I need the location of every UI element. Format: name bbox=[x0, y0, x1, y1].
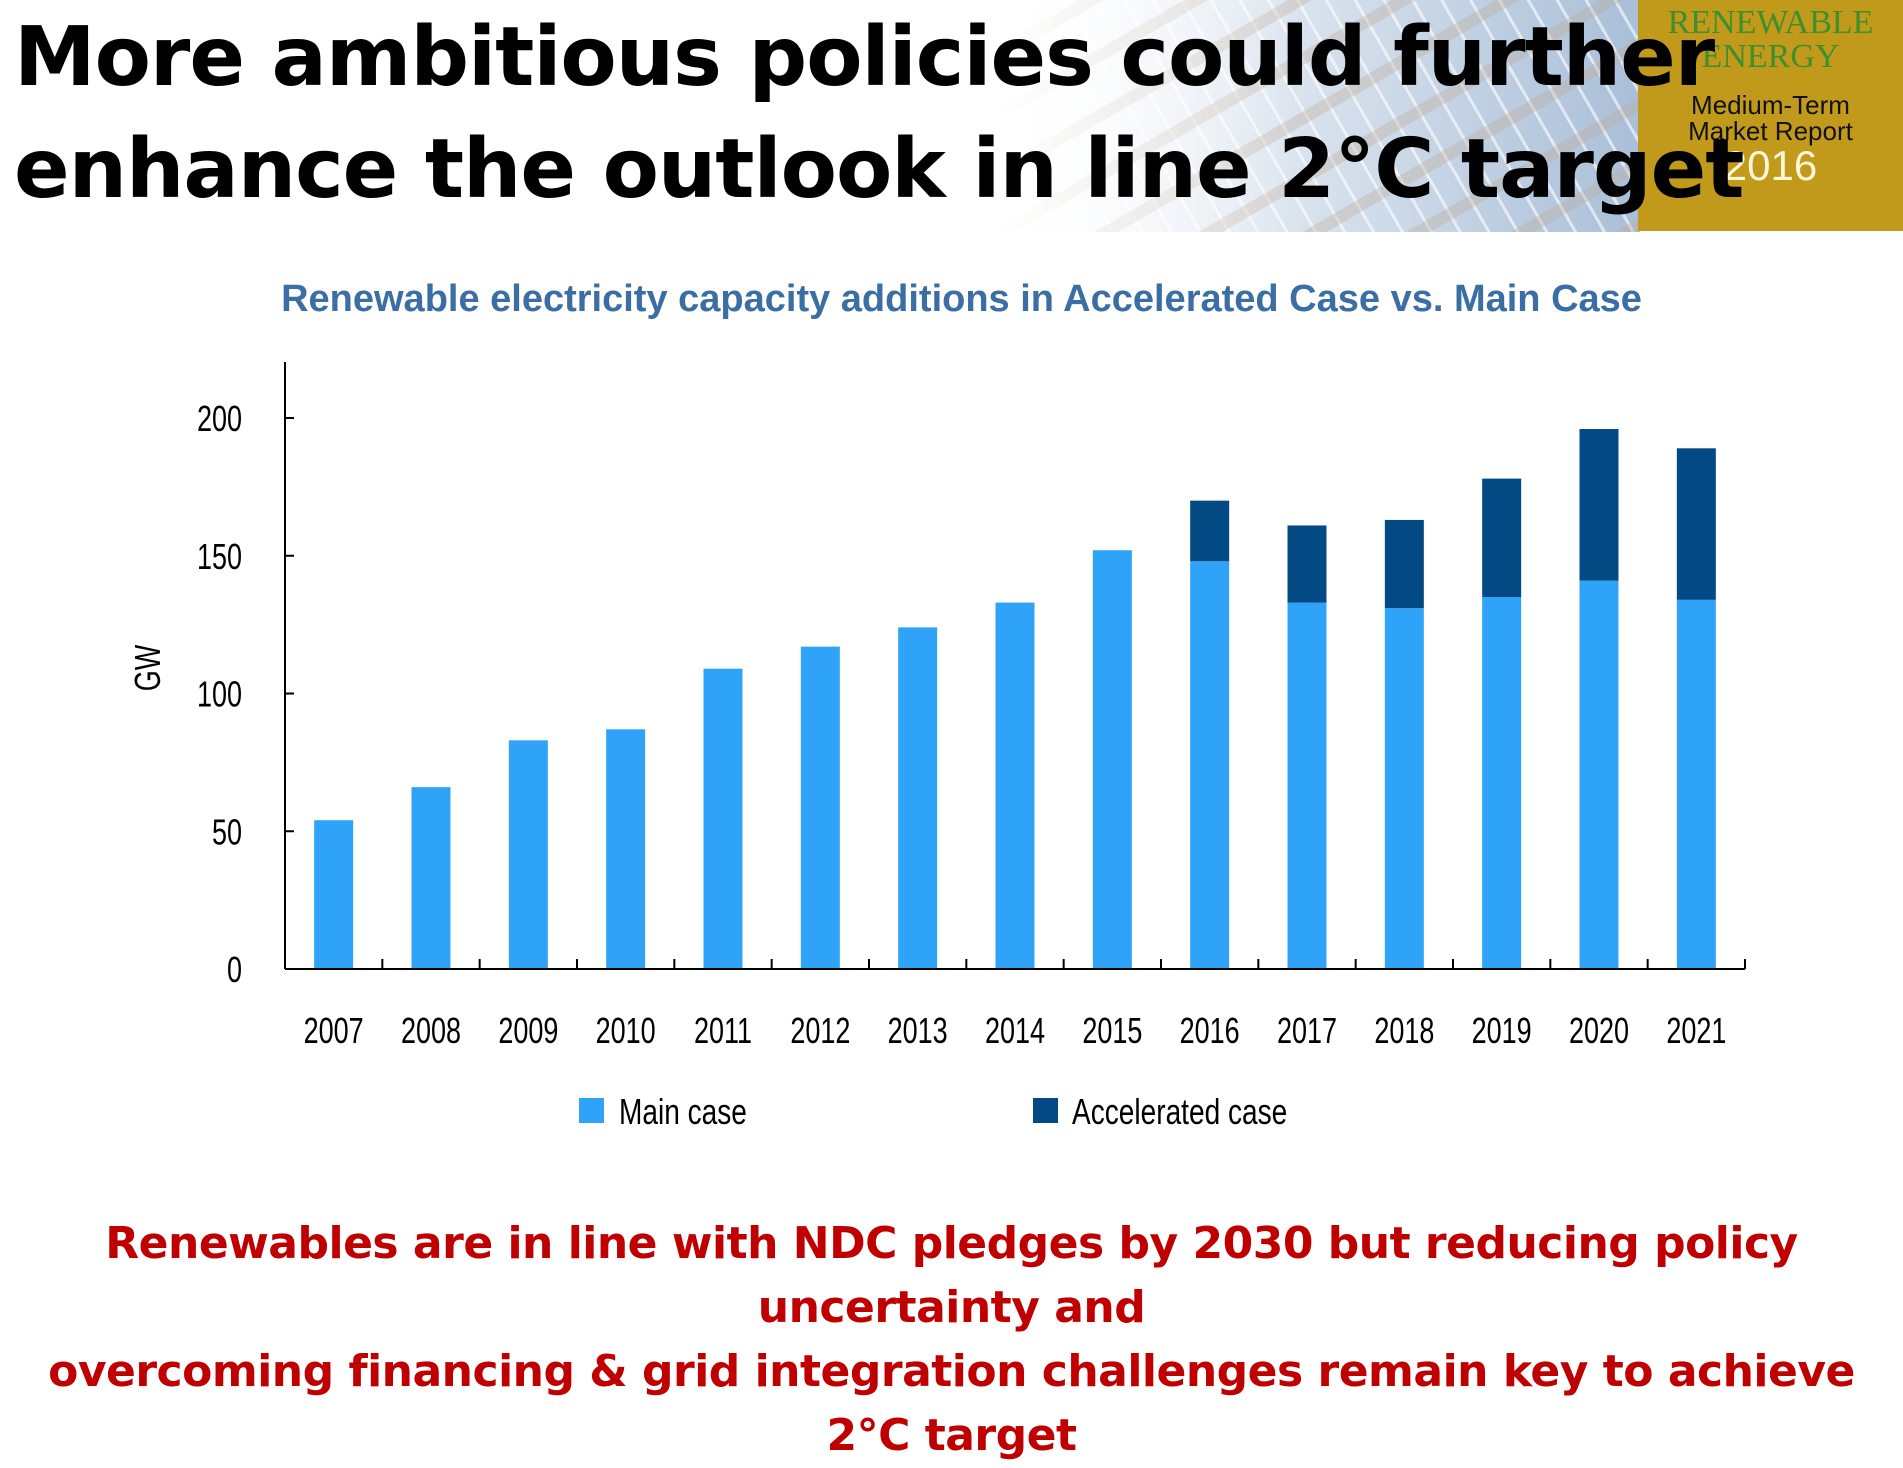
x-tick-label: 2021 bbox=[1666, 1010, 1726, 1051]
logo-line: RENEWABLE bbox=[1667, 4, 1874, 41]
y-tick-label: 100 bbox=[197, 674, 242, 715]
bar-main-2017 bbox=[1287, 602, 1327, 969]
bar-main-2016 bbox=[1190, 561, 1230, 969]
x-tick-label: 2020 bbox=[1569, 1010, 1629, 1051]
bar-main-2008 bbox=[411, 787, 451, 969]
bar-accelerated-2019 bbox=[1482, 478, 1522, 598]
legend-swatch-main bbox=[579, 1098, 604, 1123]
axes-group: 0 50 100 150 200 2007 2008 2009 2010 2011 2012 2013… bbox=[197, 362, 1746, 1051]
bar-main-2021 bbox=[1676, 599, 1716, 969]
bar-main-2020 bbox=[1579, 580, 1619, 969]
x-tick-label: 2014 bbox=[985, 1010, 1045, 1051]
x-tick-label: 2011 bbox=[694, 1010, 752, 1051]
legend: Main case Accelerated case bbox=[579, 1092, 1287, 1132]
footer-line: overcoming financing & grid integration … bbox=[48, 1346, 1855, 1461]
chart-title: Renewable electricity capacity additions… bbox=[281, 278, 1642, 320]
x-tick-label: 2019 bbox=[1472, 1010, 1532, 1051]
x-tick-label: 2018 bbox=[1374, 1010, 1434, 1051]
bar-main-2015 bbox=[1092, 550, 1132, 969]
title-line: More ambitious policies could further bbox=[14, 10, 1715, 105]
legend-label-main: Main case bbox=[619, 1092, 747, 1132]
bar-chart: 0 50 100 150 200 2007 2008 2009 2010 2011 2012 2013… bbox=[127, 362, 1746, 1132]
banner-fade bbox=[1000, 0, 1300, 232]
x-tick-label: 2015 bbox=[1082, 1010, 1142, 1051]
bar-main-2013 bbox=[898, 627, 938, 969]
x-tick-label: 2007 bbox=[304, 1010, 364, 1051]
x-tick-label: 2010 bbox=[596, 1010, 656, 1051]
y-tick-label: 0 bbox=[227, 949, 242, 990]
footer-line: Renewables are in line with NDC pledges … bbox=[105, 1218, 1798, 1333]
x-tick-label: 2017 bbox=[1277, 1010, 1337, 1051]
x-tick-label: 2009 bbox=[498, 1010, 558, 1051]
x-tick-label: 2008 bbox=[401, 1010, 461, 1051]
y-tick-label: 50 bbox=[212, 811, 242, 852]
logo-line: ENERGY bbox=[1701, 38, 1840, 75]
bar-main-2011 bbox=[703, 668, 743, 969]
y-tick-label: 200 bbox=[197, 398, 242, 439]
bar-accelerated-2017 bbox=[1287, 525, 1327, 603]
legend-swatch-accelerated bbox=[1033, 1098, 1058, 1123]
x-tick-label: 2013 bbox=[888, 1010, 948, 1051]
bar-main-2014 bbox=[995, 602, 1035, 969]
logo-year: 2016 bbox=[1723, 142, 1818, 189]
bar-main-2009 bbox=[508, 740, 548, 969]
footer-note: Renewables are in line with NDC pledges … bbox=[0, 1212, 1903, 1468]
bar-main-2010 bbox=[606, 729, 646, 969]
bar-accelerated-2020 bbox=[1579, 429, 1619, 581]
bar-accelerated-2016 bbox=[1190, 500, 1230, 562]
bar-main-2007 bbox=[314, 820, 354, 969]
y-tick-label: 150 bbox=[197, 536, 242, 577]
logo-line: Market Report bbox=[1688, 116, 1853, 146]
bars-group bbox=[314, 429, 1716, 969]
bar-main-2018 bbox=[1384, 608, 1424, 969]
x-tick-label: 2012 bbox=[790, 1010, 850, 1051]
logo-line: Medium-Term bbox=[1691, 90, 1850, 120]
x-tick-label: 2016 bbox=[1180, 1010, 1240, 1051]
y-axis-label: GW bbox=[127, 645, 168, 691]
bar-main-2019 bbox=[1482, 597, 1522, 969]
bar-accelerated-2018 bbox=[1384, 519, 1424, 609]
bar-main-2012 bbox=[800, 646, 840, 969]
slide-title: More ambitious policies could further en… bbox=[14, 2, 1744, 226]
legend-label-accelerated: Accelerated case bbox=[1072, 1092, 1287, 1132]
title-line: enhance the outlook in line 2°C target bbox=[14, 122, 1744, 217]
report-logo: RENEWABLE ENERGY Medium-Term Market Repo… bbox=[1638, 0, 1903, 231]
bar-accelerated-2021 bbox=[1676, 448, 1716, 600]
